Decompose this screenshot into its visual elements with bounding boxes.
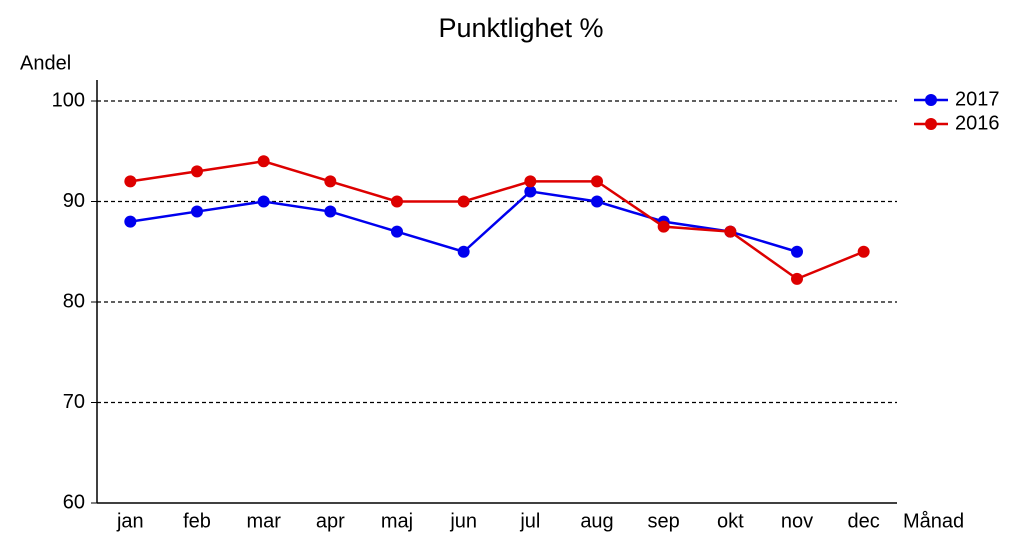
data-point — [457, 195, 470, 208]
x-tick-label: jan — [116, 510, 144, 532]
legend-marker — [925, 94, 937, 106]
chart-title: Punktlighet % — [438, 13, 603, 43]
data-point — [257, 195, 270, 208]
x-tick-label: mar — [246, 510, 281, 532]
x-tick-label: maj — [381, 510, 413, 532]
y-tick-label: 60 — [63, 491, 85, 513]
y-axis-label: Andel — [20, 52, 71, 74]
x-tick-label: okt — [717, 510, 744, 532]
data-point — [791, 272, 803, 285]
x-tick-label: jun — [449, 510, 477, 532]
data-point — [324, 175, 337, 188]
data-point — [391, 225, 403, 238]
x-tick-label: feb — [183, 510, 211, 532]
x-tick-label: nov — [781, 510, 813, 532]
data-point — [857, 245, 870, 258]
x-tick-label: aug — [580, 510, 613, 532]
data-point — [257, 155, 270, 168]
x-axis-label: Månad — [903, 510, 964, 532]
data-point — [724, 225, 737, 238]
data-point — [591, 175, 603, 188]
y-tick-label: 100 — [52, 89, 85, 111]
x-tick-label: apr — [316, 510, 345, 532]
y-tick-label: 90 — [63, 190, 85, 212]
legend-label: 2017 — [955, 88, 1000, 110]
data-point — [191, 165, 203, 178]
data-point — [591, 195, 603, 208]
data-point — [457, 245, 470, 258]
series-line — [130, 160, 865, 281]
data-point — [524, 185, 537, 198]
data-point — [124, 175, 137, 188]
x-tick-label: dec — [848, 510, 880, 532]
data-point — [124, 215, 137, 228]
data-point — [324, 205, 337, 218]
data-point — [791, 245, 803, 258]
data-point — [657, 220, 670, 233]
data-point — [391, 195, 403, 208]
y-tick-label: 80 — [63, 290, 85, 312]
legend-marker — [925, 118, 937, 130]
x-tick-label: sep — [648, 510, 680, 532]
y-tick-label: 70 — [63, 391, 85, 413]
x-tick-label: jul — [519, 510, 540, 532]
data-point — [524, 175, 537, 188]
data-point — [191, 205, 203, 218]
legend-label: 2016 — [955, 112, 1000, 134]
